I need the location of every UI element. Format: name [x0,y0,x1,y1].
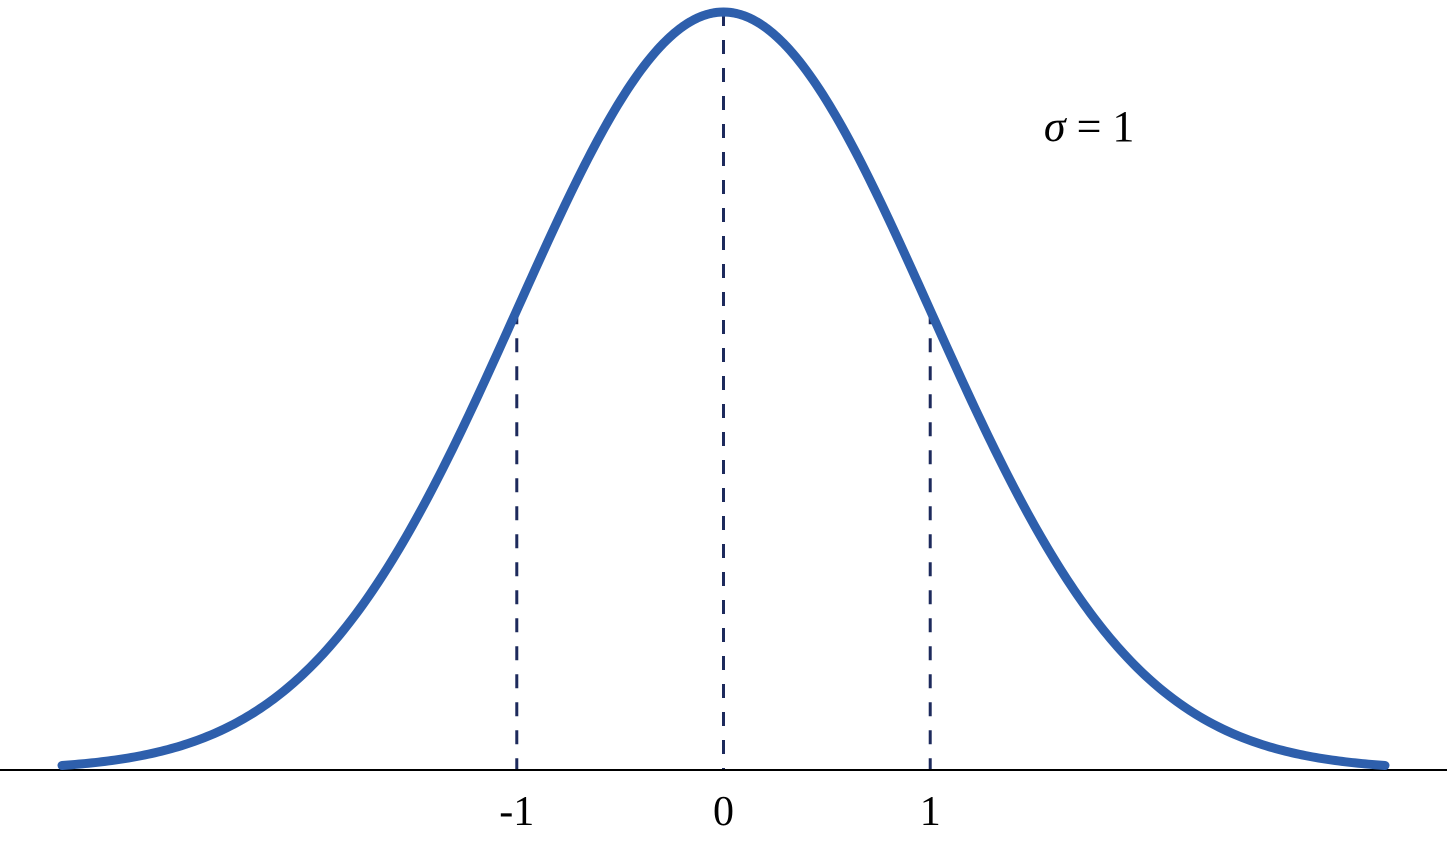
x-tick-label: 0 [713,789,734,835]
sigma-value: = 1 [1066,102,1135,151]
x-tick-label: 1 [920,789,941,835]
x-tick-label: -1 [499,789,534,835]
sigma-symbol: σ [1044,102,1068,151]
sigma-annotation: σ = 1 [1044,102,1135,151]
